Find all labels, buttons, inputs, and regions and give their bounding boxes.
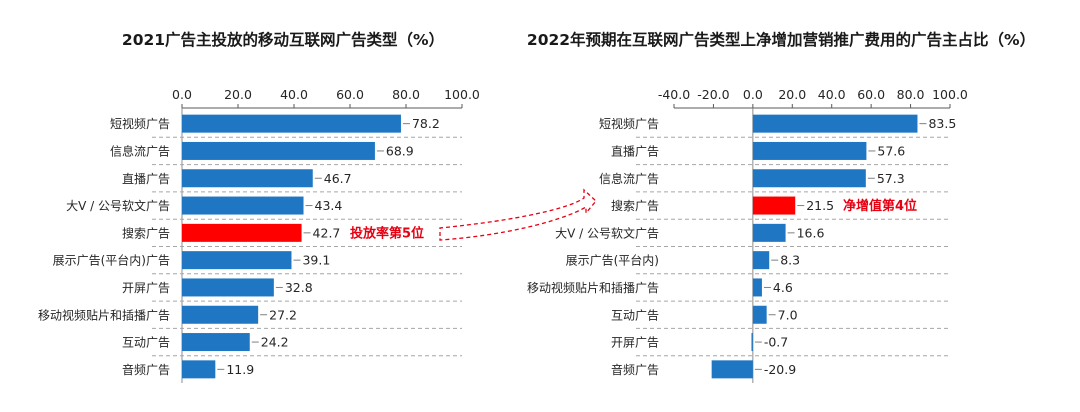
category-label: 音频广告	[122, 362, 170, 377]
chart-title: 2022年预期在互联网广告类型上净增加营销推广费用的广告主占比（%）	[527, 30, 1035, 49]
bar	[182, 251, 292, 270]
x-tick-label: 100.0	[932, 87, 968, 102]
value-label: 24.2	[261, 335, 289, 350]
x-tick-label: 40.0	[280, 87, 308, 102]
category-label: 信息流广告	[110, 143, 170, 158]
bar	[182, 360, 216, 379]
category-label: 直播广告	[611, 144, 659, 158]
bar-highlight	[752, 196, 796, 215]
bar	[182, 278, 274, 297]
bar	[182, 196, 304, 215]
connector-arrow	[439, 188, 597, 241]
x-tick-label: 20.0	[224, 87, 252, 102]
bar	[752, 169, 866, 188]
right-chart: 2022年预期在互联网广告类型上净增加营销推广费用的广告主占比（%）-40.0-…	[527, 30, 1035, 383]
bar	[752, 114, 918, 133]
x-tick-label: 100.0	[444, 87, 480, 102]
value-label: 32.8	[285, 280, 313, 295]
value-label: 42.7	[313, 225, 341, 240]
bar	[182, 141, 375, 160]
bar	[752, 305, 767, 324]
bar	[752, 251, 770, 270]
left-chart: 2021广告主投放的移动互联网广告类型（%） 0.0 20.0 40.0 60.0 80.…	[38, 30, 480, 383]
value-label: 16.6	[797, 225, 825, 240]
value-label: 27.2	[269, 307, 297, 322]
value-label: 46.7	[324, 171, 352, 186]
category-label: 开屏广告	[122, 281, 170, 295]
category-label: 互动广告	[611, 308, 659, 322]
bar	[182, 114, 401, 133]
category-label: 直播广告	[122, 172, 170, 186]
value-label: 8.3	[780, 253, 800, 268]
category-label: 互动广告	[122, 336, 170, 350]
x-tick-label: 0.0	[743, 87, 763, 102]
category-label: 移动视频贴片和插播广告	[38, 307, 170, 322]
category-label: 展示广告(平台内)	[566, 253, 659, 268]
category-label: 搜索广告	[611, 198, 659, 213]
category-label: 短视频广告	[599, 116, 659, 131]
x-tick-label: 60.0	[857, 87, 885, 102]
category-label: 音频广告	[611, 362, 659, 377]
x-tick-label: 80.0	[897, 87, 925, 102]
x-tick-label: 20.0	[778, 87, 806, 102]
value-label: 57.3	[877, 171, 905, 186]
category-label: 信息流广告	[599, 171, 659, 186]
value-label: 11.9	[226, 362, 254, 377]
value-label: 83.5	[928, 116, 956, 131]
value-label: 21.5	[806, 198, 834, 213]
value-label: 39.1	[302, 253, 330, 268]
bar	[752, 278, 762, 297]
x-tick-label: 40.0	[818, 87, 846, 102]
value-label: -20.9	[764, 362, 796, 377]
highlight-annotation: 投放率第5位	[350, 225, 424, 241]
bar	[182, 333, 250, 352]
chart-title: 2021广告主投放的移动互联网广告类型（%）	[122, 30, 444, 49]
category-label: 移动视频贴片和插播广告	[527, 280, 659, 295]
category-label: 大V / 公号软文广告	[66, 198, 170, 213]
category-label: 展示广告(平台内)广告	[53, 253, 170, 268]
category-label: 开屏广告	[611, 336, 659, 350]
value-label: 57.6	[877, 143, 905, 158]
value-label: 78.2	[412, 116, 440, 131]
value-label: -0.7	[764, 335, 788, 350]
value-label: 7.0	[778, 307, 798, 322]
bar	[182, 169, 313, 188]
bar	[752, 141, 867, 160]
highlight-annotation: 净增值第4位	[843, 198, 917, 214]
value-label: 4.6	[773, 280, 793, 295]
x-tick-label: 60.0	[336, 87, 364, 102]
category-label: 大V / 公号软文广告	[555, 225, 659, 240]
category-label: 短视频广告	[110, 116, 170, 131]
x-tick-label: 80.0	[392, 87, 420, 102]
category-label: 搜索广告	[122, 225, 170, 240]
bar-highlight	[182, 223, 302, 242]
bar	[752, 223, 786, 242]
bar	[182, 305, 259, 324]
bar	[751, 333, 753, 352]
x-tick-label: -40.0	[658, 87, 690, 102]
x-tick-label: -20.0	[697, 87, 729, 102]
bar	[711, 360, 753, 379]
value-label: 68.9	[386, 143, 414, 158]
value-label: 43.4	[315, 198, 343, 213]
x-tick-label: 0.0	[172, 87, 192, 102]
